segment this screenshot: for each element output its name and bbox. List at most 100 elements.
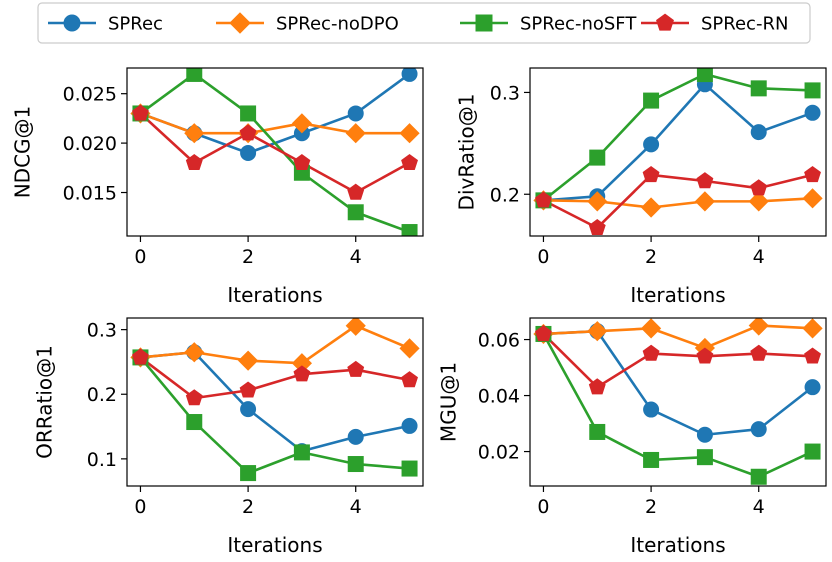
subplot-mgu-1: 0 2 4 0.02 0.04 0.06 Iterations MGU@1 bbox=[437, 317, 827, 557]
y-axis-label: DivRatio@1 bbox=[455, 94, 479, 211]
data-point-sprec-rn bbox=[239, 381, 257, 398]
data-point-sprec-rn bbox=[750, 179, 768, 196]
data-point-sprec bbox=[804, 104, 821, 121]
data-point-sprec-rn bbox=[696, 347, 714, 364]
series-markers-sprec-rn bbox=[132, 104, 418, 200]
data-point-sprec-rn bbox=[535, 325, 552, 342]
series-markers-sprec-nosft bbox=[535, 325, 821, 485]
series-markers-sprec bbox=[535, 323, 821, 443]
x-tick-label: 2 bbox=[645, 496, 657, 518]
data-point-sprec-rn bbox=[132, 104, 149, 121]
data-point-sprec-nosft bbox=[401, 460, 418, 477]
data-point-sprec bbox=[240, 401, 257, 418]
data-point-sprec-nosft bbox=[293, 444, 310, 461]
y-tick-label: 0.3 bbox=[490, 82, 520, 104]
series-line-sprec-rn bbox=[542, 173, 813, 230]
data-point-sprec-nosft bbox=[589, 423, 606, 440]
data-point-sprec-rn bbox=[535, 191, 552, 208]
data-point-sprec-nodpo bbox=[641, 318, 662, 339]
axes-frame bbox=[529, 317, 827, 487]
data-point-sprec-rn bbox=[588, 378, 606, 395]
data-point-sprec-nodpo bbox=[291, 113, 312, 134]
legend-frame bbox=[37, 2, 811, 44]
series-line-sprec-nosft bbox=[542, 72, 813, 202]
y-tick-label: 0.06 bbox=[478, 330, 520, 352]
data-point-sprec-rn bbox=[401, 371, 418, 388]
data-point-sprec-nosft bbox=[589, 149, 606, 166]
x-tick-label: 4 bbox=[753, 246, 765, 268]
data-point-sprec bbox=[401, 417, 418, 434]
data-point-sprec-nodpo bbox=[587, 191, 608, 212]
series-markers-sprec-nodpo bbox=[533, 188, 823, 218]
legend-marker-sprec bbox=[63, 14, 81, 32]
data-point-sprec-nodpo bbox=[399, 338, 420, 359]
y-axis-label: ORRatio@1 bbox=[33, 345, 57, 459]
data-point-sprec-nodpo bbox=[641, 197, 662, 218]
data-point-sprec-rn bbox=[696, 172, 714, 189]
legend-label-sprec-nosft: SPRec-noSFT bbox=[520, 14, 637, 35]
legend-entry-sprec-rn: SPRec-RN bbox=[641, 14, 788, 35]
subplot-orratio-1: 0 2 4 0.1 0.2 0.3 Iterations ORRatio@1 bbox=[33, 317, 424, 557]
x-tick-label: 4 bbox=[350, 496, 362, 518]
data-point-sprec-rn bbox=[804, 166, 821, 183]
x-axis-label: Iterations bbox=[227, 283, 322, 307]
data-point-sprec bbox=[750, 421, 767, 438]
data-point-sprec bbox=[750, 124, 767, 141]
data-point-sprec-rn bbox=[750, 344, 768, 361]
x-tick-label: 4 bbox=[753, 496, 765, 518]
series-markers-sprec bbox=[535, 76, 821, 209]
series-markers-sprec-nodpo bbox=[130, 318, 420, 374]
series-line-sprec bbox=[543, 82, 813, 202]
series-markers-sprec-rn bbox=[535, 325, 821, 395]
y-tick-label: 0.1 bbox=[87, 449, 117, 471]
series-line-sprec-nodpo bbox=[140, 112, 410, 135]
data-point-sprec-nodpo bbox=[587, 321, 608, 342]
data-point-sprec-nodpo bbox=[748, 318, 769, 336]
x-axis-label: Iterations bbox=[630, 533, 725, 557]
y-tick-label: 0.025 bbox=[63, 84, 117, 106]
data-point-sprec-nosft bbox=[347, 204, 364, 221]
data-point-sprec-nosft bbox=[643, 451, 660, 468]
series-line-sprec-nosft bbox=[139, 72, 410, 234]
x-tick-label: 2 bbox=[242, 246, 254, 268]
data-point-sprec bbox=[643, 136, 660, 153]
axes-frame bbox=[126, 67, 424, 237]
x-tick-label: 2 bbox=[242, 496, 254, 518]
legend-marker-sprec-rn bbox=[656, 13, 674, 31]
data-point-sprec-nodpo bbox=[694, 191, 715, 212]
subplot-divratio-1: 0 2 4 0.2 0.3 Iterations DivRatio@1 bbox=[455, 67, 827, 307]
series-markers-sprec-nodpo bbox=[130, 103, 420, 144]
y-tick-label: 0.02 bbox=[478, 442, 520, 464]
data-point-sprec bbox=[240, 144, 257, 161]
legend-marker-sprec-nodpo bbox=[229, 12, 251, 34]
y-tick-label: 0.015 bbox=[63, 183, 117, 205]
x-tick-label: 0 bbox=[537, 246, 549, 268]
data-point-sprec-nodpo bbox=[399, 123, 420, 144]
data-point-sprec-nodpo bbox=[238, 350, 259, 371]
legend-entry-sprec-nodpo: SPRec-noDPO bbox=[216, 12, 399, 35]
data-point-sprec-rn bbox=[132, 348, 149, 365]
data-point-sprec-nosft bbox=[696, 68, 713, 83]
x-axis-label: Iterations bbox=[630, 283, 725, 307]
data-point-sprec bbox=[643, 401, 660, 418]
data-point-sprec-rn bbox=[239, 124, 257, 141]
legend-label-sprec-nodpo: SPRec-noDPO bbox=[276, 14, 399, 35]
data-point-sprec-nodpo bbox=[802, 188, 823, 209]
data-point-sprec-rn bbox=[293, 154, 311, 171]
data-point-sprec-nosft bbox=[240, 465, 257, 482]
data-point-sprec-nosft bbox=[696, 449, 713, 466]
data-point-sprec-nosft bbox=[804, 82, 821, 99]
data-point-sprec-nodpo bbox=[748, 191, 769, 212]
data-point-sprec-rn bbox=[185, 389, 203, 406]
data-point-sprec-nodpo bbox=[184, 123, 205, 144]
x-tick-label: 0 bbox=[134, 246, 146, 268]
y-axis-label: NDCG@1 bbox=[11, 106, 35, 199]
data-point-sprec-rn bbox=[293, 365, 311, 382]
series-line-sprec bbox=[140, 72, 411, 155]
x-tick-label: 0 bbox=[537, 496, 549, 518]
series-line-sprec-rn bbox=[139, 356, 410, 400]
legend-label-sprec-rn: SPRec-RN bbox=[701, 14, 788, 35]
y-tick-label: 0.2 bbox=[87, 384, 117, 406]
series-markers-sprec-rn bbox=[132, 348, 418, 406]
